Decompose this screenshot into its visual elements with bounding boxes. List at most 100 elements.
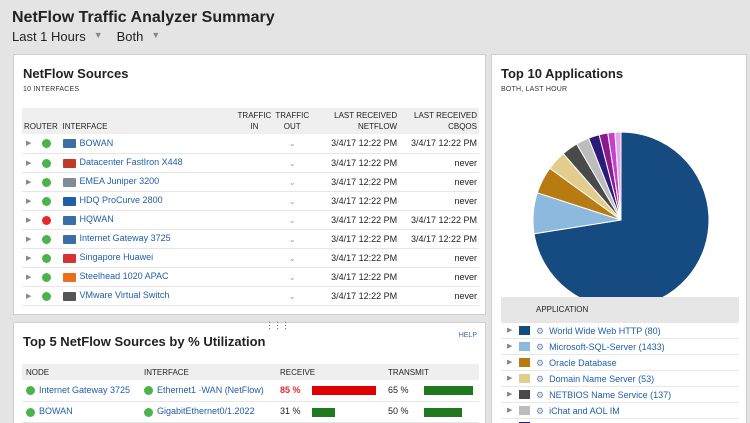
legend-swatch bbox=[519, 390, 530, 399]
direction-dropdown[interactable]: Both bbox=[116, 29, 144, 44]
expand-arrow-icon[interactable]: ▶ bbox=[507, 419, 517, 423]
last-cbqos-cell: never bbox=[399, 248, 479, 268]
interface-link[interactable]: VMware Virtual Switch bbox=[79, 290, 170, 301]
chevron-down-icon[interactable]: ⌄ bbox=[288, 272, 296, 282]
status-icon bbox=[26, 407, 35, 417]
chevron-down-icon[interactable]: ▼ bbox=[151, 30, 161, 40]
chevron-down-icon[interactable]: ⌄ bbox=[288, 291, 296, 301]
last-cbqos-cell: 3/4/17 12:22 PM bbox=[399, 210, 479, 230]
col-application[interactable]: APPLICATION bbox=[501, 297, 739, 323]
foundry-router-icon bbox=[62, 158, 76, 168]
table-row[interactable]: ▶ VMware Virtual Switch ⌄ 3/4/17 12:22 PM ne… bbox=[22, 286, 479, 306]
status-icon bbox=[42, 177, 51, 187]
col-node[interactable]: NODE bbox=[22, 364, 140, 380]
chevron-down-icon[interactable]: ▼ bbox=[93, 30, 103, 40]
col-last-cbqos[interactable]: LAST RECEIVED CBQOS bbox=[399, 108, 479, 134]
list-item[interactable]: ▶ ⚙ World Wide Web HTTP (80) bbox=[501, 323, 739, 339]
expand-arrow-icon[interactable]: ▶ bbox=[22, 191, 40, 211]
chevron-down-icon[interactable]: ⌄ bbox=[288, 196, 296, 206]
list-item[interactable]: ▶ ⚙ Microsoft-SQL-Server (1433) bbox=[501, 339, 739, 355]
application-link[interactable]: Microsoft-SQL-Server (1433) bbox=[549, 341, 665, 352]
expand-arrow-icon[interactable]: ▶ bbox=[22, 134, 40, 154]
table-row[interactable]: ▶ Internet Gateway 3725 ⌄ 3/4/17 12:22 PM 3/… bbox=[22, 229, 479, 249]
chevron-down-icon[interactable]: ⌄ bbox=[288, 139, 296, 149]
table-row[interactable]: ▶ EMEA Juniper 3200 ⌄ 3/4/17 12:22 PM never bbox=[22, 172, 479, 192]
table-row[interactable]: Internet Gateway 3725 Ethernet1 ·WAN (Net… bbox=[22, 380, 479, 402]
last-netflow-cell: 3/4/17 12:22 PM bbox=[311, 248, 400, 268]
application-link[interactable]: Domain Name Server (53) bbox=[549, 373, 655, 384]
list-item[interactable]: ▶ ⚙ Oracle Database bbox=[501, 355, 739, 371]
col-router[interactable]: ROUTER bbox=[22, 108, 61, 134]
interface-link[interactable]: BOWAN bbox=[79, 138, 114, 149]
applications-pie-chart[interactable] bbox=[516, 105, 726, 337]
application-link[interactable]: NETBIOS Name Service (137) bbox=[549, 389, 672, 400]
last-netflow-cell: 3/4/17 12:22 PM bbox=[311, 191, 400, 211]
status-icon bbox=[42, 215, 51, 225]
table-row[interactable]: BOWAN GigabitEthernet0/1.2022 31 % 50 % bbox=[22, 401, 479, 423]
expand-arrow-icon[interactable]: ▶ bbox=[22, 210, 40, 230]
col-interface[interactable]: INTERFACE bbox=[140, 364, 276, 380]
table-row[interactable]: ▶ BOWAN ⌄ 3/4/17 12:22 PM 3/4/17 12:22 PM bbox=[22, 134, 479, 154]
interface-link[interactable]: HDQ ProCurve 2800 bbox=[79, 195, 163, 206]
expand-arrow-icon[interactable]: ▶ bbox=[22, 248, 40, 268]
interface-link[interactable]: GigabitEthernet0/1.2022 bbox=[157, 406, 255, 417]
table-row[interactable]: ▶ Singapore Huawei ⌄ 3/4/17 12:22 PM never bbox=[22, 248, 479, 268]
interface-link[interactable]: Ethernet1 ·WAN (NetFlow) bbox=[157, 385, 264, 396]
application-link[interactable]: World Wide Web HTTP (80) bbox=[549, 325, 661, 336]
chevron-down-icon[interactable]: ⌄ bbox=[288, 158, 296, 168]
expand-arrow-icon[interactable]: ▶ bbox=[507, 342, 513, 350]
col-transmit[interactable]: TRANSMIT bbox=[384, 364, 479, 380]
expand-arrow-icon[interactable]: ▶ bbox=[22, 229, 40, 249]
expand-arrow-icon[interactable]: ▶ bbox=[22, 286, 40, 306]
huawei-router-icon bbox=[62, 253, 76, 263]
table-row[interactable]: ▶ HQWAN ⌄ 3/4/17 12:22 PM 3/4/17 12:22 PM bbox=[22, 210, 479, 230]
application-link[interactable]: iChat and AOL IM bbox=[549, 405, 620, 416]
table-row[interactable]: ▶ HDQ ProCurve 2800 ⌄ 3/4/17 12:22 PM never bbox=[22, 191, 479, 211]
expand-arrow-icon[interactable]: ▶ bbox=[22, 267, 40, 287]
time-range-dropdown[interactable]: Last 1 Hours bbox=[12, 29, 86, 44]
col-traffic-in[interactable]: TRAFFIC IN bbox=[235, 108, 274, 134]
col-traffic-out[interactable]: TRAFFIC OUT bbox=[273, 108, 312, 134]
chevron-down-icon[interactable]: ⌄ bbox=[288, 177, 296, 187]
interface-link[interactable]: EMEA Juniper 3200 bbox=[79, 176, 160, 187]
expand-arrow-icon[interactable]: ▶ bbox=[507, 390, 513, 398]
juniper-router-icon bbox=[62, 177, 76, 187]
transmit-bar bbox=[424, 386, 473, 396]
chevron-down-icon[interactable]: ⌄ bbox=[288, 234, 296, 244]
expand-arrow-icon[interactable]: ▶ bbox=[22, 153, 40, 173]
expand-arrow-icon[interactable]: ▶ bbox=[507, 358, 513, 366]
list-item[interactable]: ▶ ⚙ NETBIOS Name Service (137) bbox=[501, 387, 739, 403]
col-receive[interactable]: RECEIVE bbox=[276, 364, 384, 380]
expand-arrow-icon[interactable]: ▶ bbox=[507, 326, 513, 334]
list-item[interactable]: ▶ ⚙ Microsoft-DS (445) bbox=[501, 419, 739, 423]
cisco-router-icon bbox=[62, 215, 76, 225]
interface-link[interactable]: Datacenter FastIron X448 bbox=[79, 157, 183, 168]
status-icon bbox=[42, 291, 51, 301]
pie-slice[interactable] bbox=[614, 131, 622, 221]
col-interface[interactable]: INTERFACE bbox=[60, 108, 236, 134]
application-link[interactable]: Oracle Database bbox=[549, 357, 617, 368]
application-link[interactable]: Microsoft-DS (445) bbox=[549, 419, 625, 423]
table-row[interactable]: ▶ Steelhead 1020 APAC ⌄ 3/4/17 12:22 PM neve… bbox=[22, 267, 479, 287]
interface-link[interactable]: Steelhead 1020 APAC bbox=[79, 271, 169, 282]
interface-link[interactable]: HQWAN bbox=[79, 214, 114, 225]
interface-link[interactable]: Internet Gateway 3725 bbox=[79, 233, 171, 244]
table-row[interactable]: ▶ Datacenter FastIron X448 ⌄ 3/4/17 12:22 P… bbox=[22, 153, 479, 173]
expand-arrow-icon[interactable]: ▶ bbox=[507, 406, 513, 414]
chevron-down-icon[interactable]: ⌄ bbox=[288, 215, 296, 225]
last-netflow-cell: 3/4/17 12:22 PM bbox=[311, 153, 400, 173]
expand-arrow-icon[interactable]: ▶ bbox=[507, 374, 513, 382]
col-last-netflow[interactable]: LAST RECEIVED NETFLOW bbox=[311, 108, 400, 134]
list-item[interactable]: ▶ ⚙ Domain Name Server (53) bbox=[501, 371, 739, 387]
node-link[interactable]: Internet Gateway 3725 bbox=[39, 385, 131, 396]
expand-arrow-icon[interactable]: ▶ bbox=[22, 172, 40, 192]
last-netflow-cell: 3/4/17 12:22 PM bbox=[311, 229, 400, 249]
node-link[interactable]: BOWAN bbox=[39, 406, 73, 417]
list-item[interactable]: ▶ ⚙ iChat and AOL IM bbox=[501, 403, 739, 419]
drag-handle-icon[interactable]: ⋮⋮⋮ bbox=[265, 320, 290, 330]
panel-subtitle: BOTH, LAST HOUR bbox=[501, 86, 568, 93]
help-link[interactable]: HELP bbox=[458, 332, 477, 339]
pie-slice[interactable] bbox=[533, 131, 710, 309]
chevron-down-icon[interactable]: ⌄ bbox=[288, 253, 296, 263]
interface-link[interactable]: Singapore Huawei bbox=[79, 252, 154, 263]
